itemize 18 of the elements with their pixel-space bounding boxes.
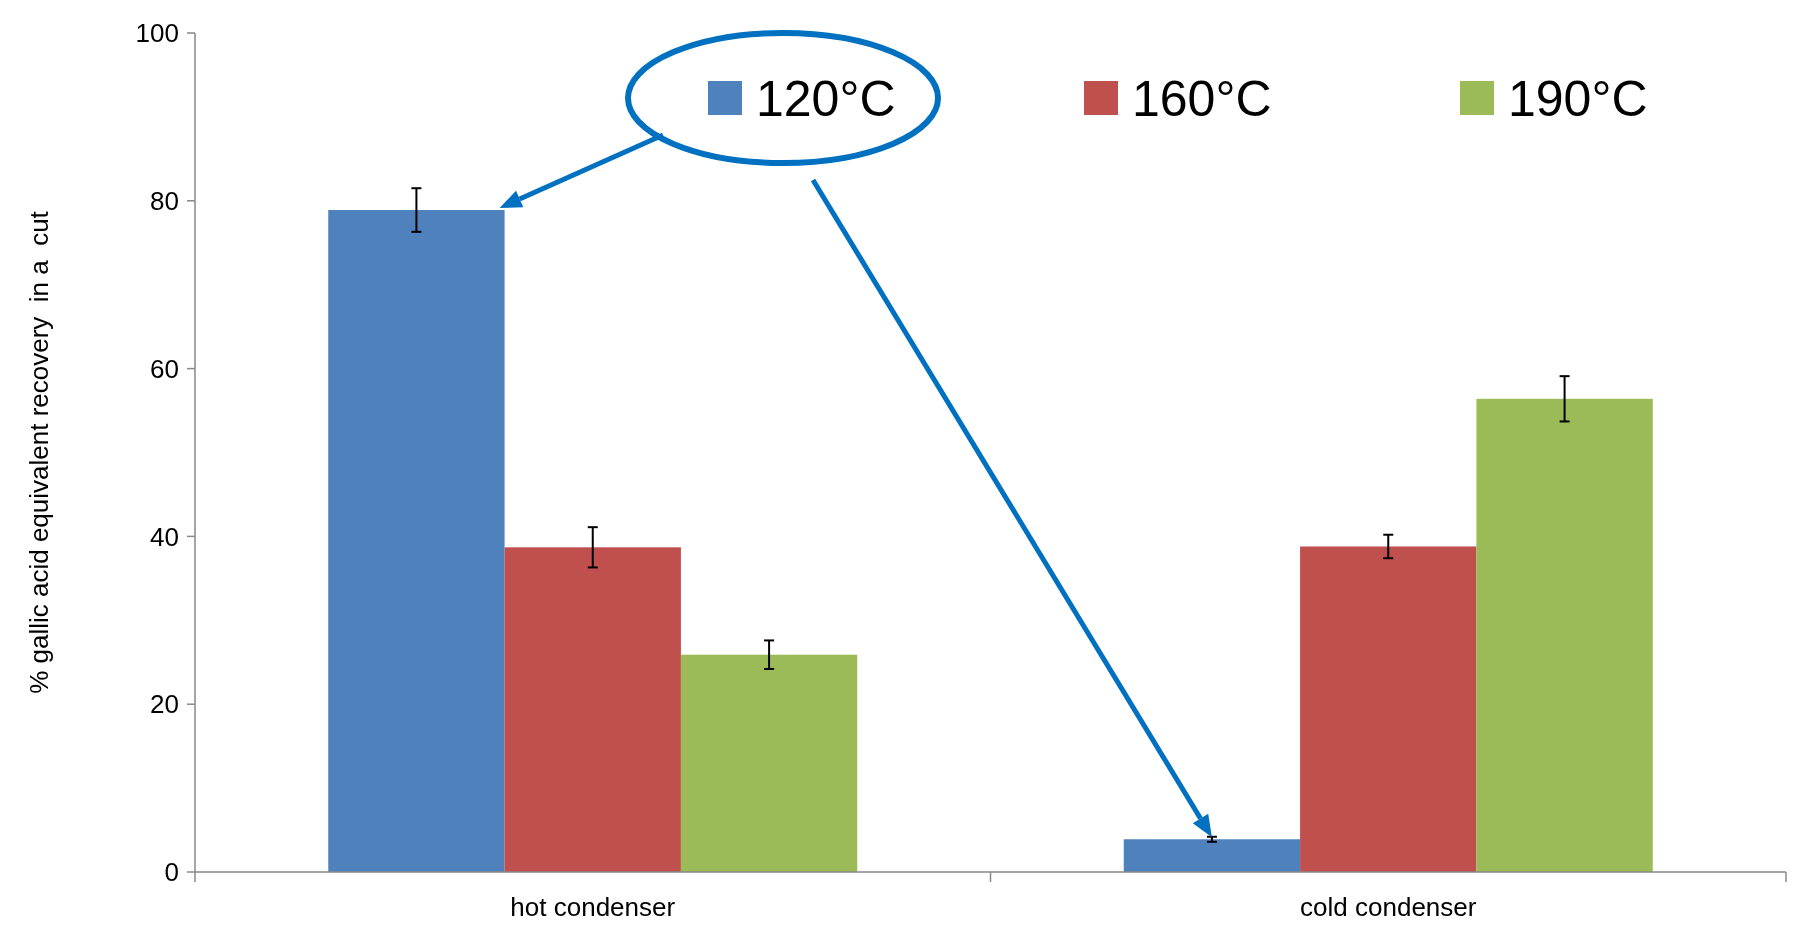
x-tick-label: cold condenser [1300,892,1477,922]
y-tick-label: 20 [150,689,179,720]
y-tick-label: 60 [150,353,179,384]
legend-label: 160°C [1132,70,1272,127]
bar [1300,546,1477,872]
bar [680,654,858,872]
y-tick-label: 80 [150,185,179,216]
bar [1476,398,1653,872]
y-tick-label: 100 [135,18,179,49]
legend-label: 120°C [756,70,896,127]
x-tick-label: hot condenser [510,892,676,922]
y-tick-label: 40 [150,521,179,552]
y-tick-label: 0 [164,857,179,888]
bar [1123,839,1301,872]
y-axis-title: % gallic acid equivalent recovery in a cut [24,210,54,694]
legend-label: 190°C [1508,70,1648,127]
bar [504,547,681,872]
bar [328,210,505,872]
